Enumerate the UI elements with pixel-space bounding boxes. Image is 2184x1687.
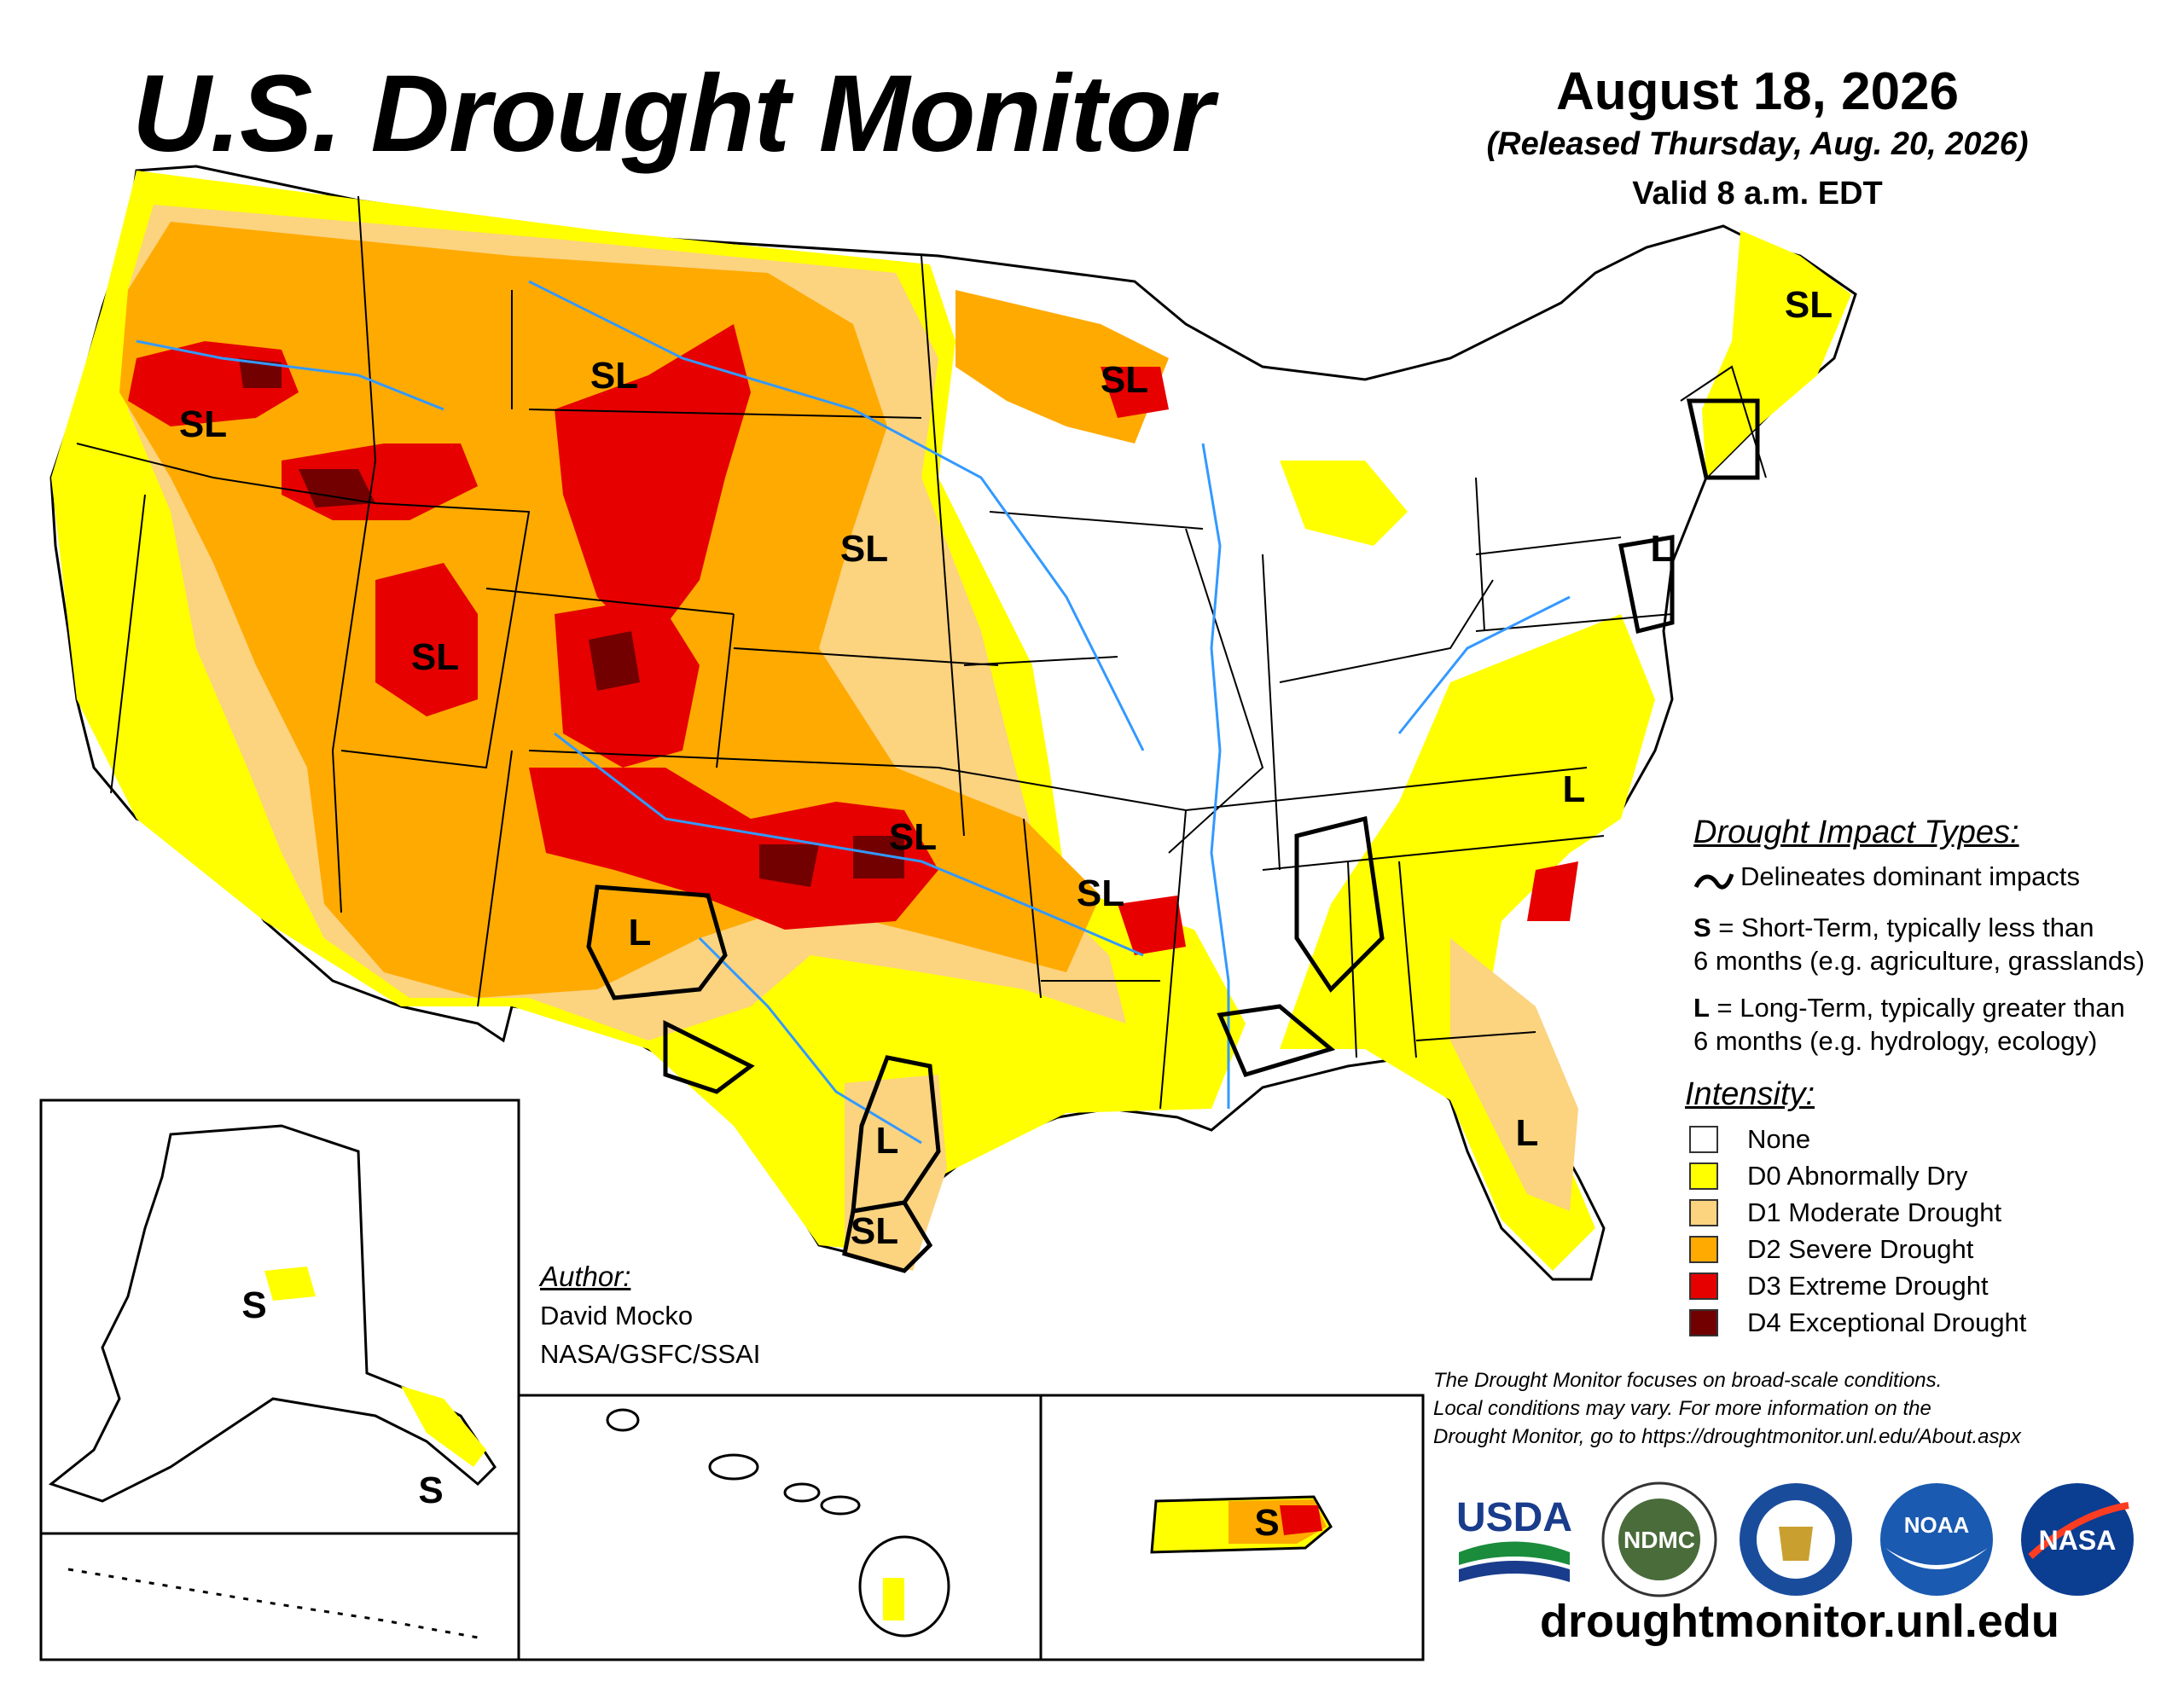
d4-southern-plains: [759, 844, 819, 887]
impact-label-alaska-southeast: S: [418, 1470, 443, 1511]
aleutians: [67, 1568, 479, 1639]
impact-label-nebraska: SL: [840, 528, 888, 570]
legend-swatch: [1689, 1162, 1718, 1190]
puerto-rico-d3: [1280, 1505, 1322, 1535]
d0-east-region: [1280, 614, 1655, 1271]
legend-label: D3 Extreme Drought: [1747, 1271, 1989, 1301]
legend-row: D2 Severe Drought: [1689, 1232, 1973, 1267]
impact-boundaries: [586, 398, 1760, 1273]
impact-label-new-mexico: L: [629, 912, 652, 954]
d0-northeast: [1702, 230, 1851, 478]
impact-label-texas-south: SL: [851, 1210, 898, 1252]
legend-swatch: [1689, 1236, 1718, 1263]
rivers: [136, 280, 1571, 1145]
impact-long-term: L = Long-Term, typically greater than 6 …: [1693, 991, 2171, 1058]
d3-carolina: [1527, 861, 1578, 921]
ndmc-logo: NDMC: [1601, 1481, 1717, 1597]
impact-label-maine: SL: [1785, 284, 1833, 326]
author-org: NASA/GSFC/SSAI: [540, 1339, 761, 1369]
d4-idaho: [299, 469, 375, 507]
impact-label-oklahoma: SL: [889, 816, 937, 858]
legend-row: None: [1689, 1122, 1810, 1157]
impact-line-description: Delineates dominant impacts: [1693, 861, 2080, 892]
impact-label-new-jersey: L: [1651, 528, 1674, 570]
alaska-outline: [48, 1124, 497, 1503]
valid-time: Valid 8 a.m. EDT: [1632, 176, 1883, 212]
note-line-2: Local conditions may vary. For more info…: [1433, 1397, 1931, 1420]
d3-utah: [375, 563, 478, 716]
state-boundaries: [76, 195, 1767, 1110]
legend-label: D0 Abnormally Dry: [1747, 1161, 1968, 1191]
impact-line-glyph: [1693, 873, 1734, 890]
impact-short-key: S: [1693, 913, 1711, 942]
d4-colorado: [589, 631, 640, 691]
d3-wisconsin: [1101, 367, 1169, 418]
d3-arkansas: [1118, 896, 1186, 955]
nasa-logo-text: NASA: [2039, 1525, 2117, 1556]
impact-label-florida: L: [1516, 1112, 1539, 1154]
intensity-title: Intensity:: [1685, 1076, 1815, 1112]
usda-logo: USDA: [1456, 1495, 1572, 1582]
commerce-logo: [1740, 1483, 1852, 1596]
release-date: (Released Thursday, Aug. 20, 2026): [1486, 126, 2029, 162]
d1-texas-south: [845, 1075, 947, 1271]
legend-label: None: [1747, 1124, 1811, 1154]
page-title: U.S. Drought Monitor: [132, 53, 1214, 175]
usda-logo-text: USDA: [1456, 1495, 1572, 1540]
impact-short-term: S = Short-Term, typically less than 6 mo…: [1693, 911, 2171, 977]
aleutian-inset: [39, 1532, 520, 1661]
alaska-d0-southeast: [401, 1386, 486, 1467]
legend-label: D1 Moderate Drought: [1747, 1197, 2002, 1227]
legend-row: D1 Moderate Drought: [1689, 1196, 2001, 1230]
legend-row: D0 Abnormally Dry: [1689, 1159, 1967, 1193]
d4-oregon: [239, 358, 282, 388]
hawaii-inset: [517, 1394, 1043, 1661]
d3-montana-wyoming: [555, 324, 751, 648]
d0-michigan: [1280, 461, 1408, 546]
ndmc-logo-text: NDMC: [1623, 1527, 1695, 1553]
legend-swatch: [1689, 1309, 1718, 1336]
author-title: Author:: [540, 1261, 631, 1292]
impact-label-puerto-rico: S: [1254, 1502, 1279, 1544]
map-date: August 18, 2026: [1555, 62, 1960, 121]
impact-label-texas-central: L: [876, 1120, 899, 1162]
alaska-d0-interior: [264, 1267, 316, 1301]
impact-long-desc-2: 6 months (e.g. hydrology, ecology): [1693, 1026, 2098, 1056]
impact-label-montana: SL: [590, 355, 638, 397]
legend-swatch: [1689, 1199, 1718, 1226]
noaa-logo: NOAA: [1880, 1483, 1993, 1596]
impact-label-minnesota-wisconsin: SL: [1101, 359, 1148, 401]
impact-long-key: L: [1693, 993, 1710, 1023]
impact-short-desc-2: 6 months (e.g. agriculture, grasslands): [1693, 946, 2145, 976]
noaa-logo-text: NOAA: [1904, 1512, 1970, 1538]
hawaii-d0: [883, 1578, 904, 1620]
impact-types-title: Drought Impact Types:: [1693, 815, 2019, 850]
impact-label-north-carolina: L: [1563, 768, 1586, 810]
legend-row: D3 Extreme Drought: [1689, 1269, 1989, 1303]
legend-label: D4 Exceptional Drought: [1747, 1307, 2027, 1337]
nasa-logo: NASA: [2021, 1483, 2134, 1596]
website-url[interactable]: droughtmonitor.unl.edu: [1540, 1596, 2059, 1647]
note-line-3: Drought Monitor, go to https://droughtmo…: [1433, 1425, 2021, 1448]
impact-line-text: Delineates dominant impacts: [1740, 861, 2081, 891]
impact-short-desc: = Short-Term, typically less than: [1711, 913, 2094, 942]
legend-swatch: [1689, 1126, 1718, 1153]
author-name: David Mocko: [540, 1301, 694, 1330]
impact-label-utah: SL: [411, 636, 459, 678]
d3-southern-plains: [529, 768, 938, 930]
disclaimer-note: The Drought Monitor focuses on broad-sca…: [1433, 1366, 2167, 1451]
note-line-1: The Drought Monitor focuses on broad-sca…: [1433, 1369, 1943, 1392]
impact-label-alaska-interior: S: [241, 1284, 266, 1326]
legend-row: D4 Exceptional Drought: [1689, 1306, 2026, 1340]
impact-long-desc: = Long-Term, typically greater than: [1709, 993, 2125, 1023]
d4-oklahoma: [853, 836, 904, 878]
legend-swatch: [1689, 1272, 1718, 1300]
impact-label-washington-oregon: SL: [179, 403, 227, 445]
impact-label-arkansas: SL: [1077, 872, 1124, 914]
d1-southeast: [1450, 938, 1578, 1211]
legend-label: D2 Severe Drought: [1747, 1234, 1974, 1264]
